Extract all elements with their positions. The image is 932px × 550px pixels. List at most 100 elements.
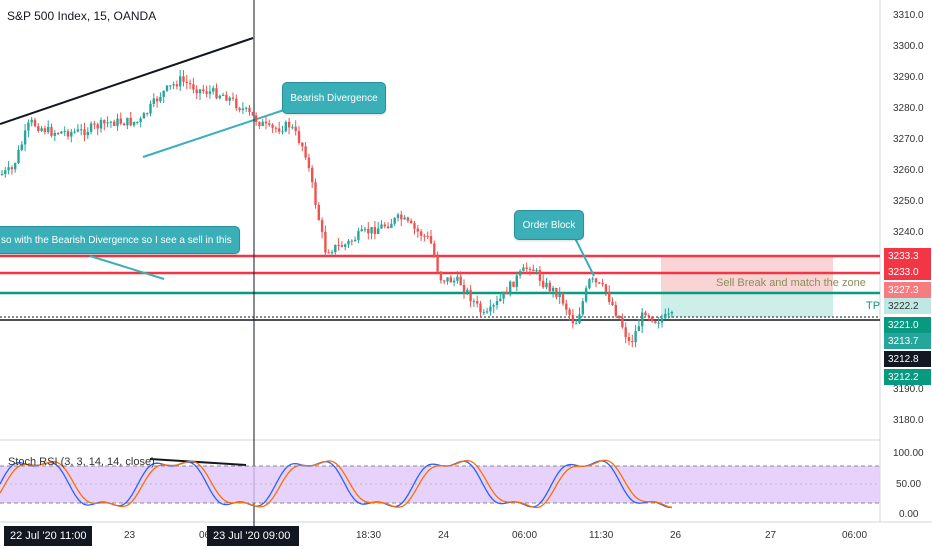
candle-body: [584, 288, 588, 302]
divergence-pointer: [142, 107, 291, 158]
candle-body: [611, 301, 614, 306]
candle-body: [485, 311, 489, 313]
candle-body: [172, 84, 175, 86]
candle-body: [76, 129, 80, 132]
candle-body: [330, 252, 334, 254]
candle-body: [525, 267, 528, 269]
candle-body: [93, 123, 96, 125]
candle-body: [278, 128, 281, 132]
candle-body: [122, 123, 126, 126]
candle-body: [205, 91, 208, 94]
sell-note-label: so with the Bearish Divergence so I see …: [1, 234, 232, 246]
candle-body: [4, 170, 7, 175]
candles-group: [0, 69, 674, 348]
order-block-callout[interactable]: Order Block: [514, 210, 584, 240]
candle-body: [581, 301, 584, 315]
candle-body: [664, 313, 667, 319]
bearish-divergence-label: Bearish Divergence: [290, 92, 378, 104]
candle-body: [27, 122, 30, 131]
candle-body: [165, 85, 169, 91]
candle-body: [657, 322, 660, 324]
candle-body: [482, 312, 485, 314]
time-tick: 06:00: [512, 530, 538, 541]
price-tick: 3250.0: [893, 196, 924, 207]
stoch-tick: 100.00: [893, 448, 924, 459]
candle-body: [297, 131, 301, 143]
candle-body: [479, 303, 482, 313]
candle-body: [466, 289, 469, 293]
candle-body: [129, 117, 132, 126]
time-tick: 18:30: [356, 530, 382, 541]
candle-body: [426, 235, 429, 237]
candle-body: [419, 231, 423, 236]
candle-body: [188, 82, 192, 85]
candle-body: [23, 130, 27, 145]
candle-body: [386, 226, 390, 229]
candle-body: [555, 287, 558, 298]
candle-body: [627, 337, 631, 342]
candle-body: [621, 318, 624, 328]
candle-body: [631, 341, 634, 343]
time-tick: 06:: [199, 530, 213, 541]
zone-label: Sell Break and match the zone: [716, 277, 866, 289]
candle-body: [393, 217, 396, 224]
candle-body: [231, 97, 235, 99]
sell-note-pointer: [89, 255, 165, 280]
price-tag-current: 3221.0: [884, 317, 931, 333]
candle-body: [548, 282, 551, 292]
candle-body: [509, 281, 512, 295]
candle-body: [591, 278, 594, 280]
candle-body: [56, 133, 60, 135]
candle-body: [367, 228, 370, 234]
candle-body: [413, 223, 416, 229]
candle-body: [337, 244, 340, 246]
candle-body: [641, 312, 644, 327]
candle-body: [287, 121, 291, 128]
candle-body: [182, 76, 185, 82]
candle-body: [357, 231, 360, 240]
candle-body: [142, 113, 146, 119]
time-tag-left: 22 Jul '20 11:00: [4, 526, 92, 546]
candle-body: [499, 298, 502, 302]
candle-body: [221, 94, 225, 96]
stoch-indicator-title[interactable]: Stoch RSI (3, 3, 14, 14, close): [8, 456, 155, 468]
candle-body: [7, 167, 10, 171]
candle-body: [406, 217, 410, 221]
candle-body: [304, 146, 307, 158]
price-tick: 3260.0: [893, 165, 924, 176]
price-tag-level-1: 3233.3: [884, 248, 931, 264]
sell-note-callout[interactable]: so with the Bearish Divergence so I see …: [0, 226, 240, 254]
candle-body: [561, 292, 565, 304]
candle-body: [542, 280, 545, 288]
candle-body: [492, 305, 495, 307]
candle-body: [608, 291, 611, 302]
candle-body: [462, 285, 466, 293]
candle-body: [390, 223, 393, 229]
candle-body: [637, 326, 641, 331]
time-tick: 11:30: [589, 530, 614, 541]
time-tag-crosshair: 23 Jul '20 09:00: [207, 526, 299, 546]
sell-zone: [661, 257, 833, 293]
candle-body: [647, 315, 650, 317]
candle-body: [80, 129, 83, 131]
candle-body: [598, 282, 601, 284]
candle-body: [660, 318, 664, 323]
price-tick: 3310.0: [893, 10, 924, 21]
candle-body: [456, 276, 459, 281]
candle-body: [63, 131, 66, 133]
candle-body: [169, 85, 172, 87]
candle-body: [73, 131, 76, 133]
price-tag-level-3: 3227.3: [884, 282, 931, 298]
candle-body: [604, 284, 608, 292]
candle-body: [96, 124, 99, 129]
candle-body: [377, 228, 380, 234]
bearish-divergence-callout[interactable]: Bearish Divergence: [282, 82, 386, 114]
candle-body: [334, 244, 337, 253]
candle-body: [89, 123, 93, 132]
price-tag-level-6: 3213.7: [884, 333, 931, 349]
candle-body: [439, 271, 443, 281]
time-tick: 27: [765, 530, 777, 541]
candle-body: [294, 126, 297, 132]
